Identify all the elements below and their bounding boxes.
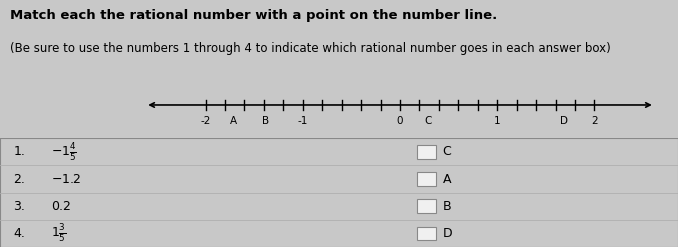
Text: B: B [443, 200, 452, 213]
Text: D: D [561, 116, 568, 126]
Text: $0.2$: $0.2$ [51, 200, 71, 213]
Text: 2.: 2. [14, 173, 26, 185]
Bar [417, 200, 436, 213]
Text: 3.: 3. [14, 200, 26, 213]
Text: 2: 2 [591, 116, 598, 126]
Text: 1.: 1. [14, 145, 26, 158]
Text: $1\frac{3}{5}$: $1\frac{3}{5}$ [51, 223, 66, 244]
Text: Match each the rational number with a point on the number line.: Match each the rational number with a po… [10, 9, 498, 22]
Text: 0: 0 [397, 116, 403, 126]
Text: 1: 1 [494, 116, 500, 126]
Text: A: A [443, 173, 452, 185]
Text: $-1\frac{4}{5}$: $-1\frac{4}{5}$ [51, 141, 77, 163]
Text: B: B [262, 116, 269, 126]
Bar [417, 227, 436, 240]
Text: C: C [443, 145, 452, 158]
Text: -1: -1 [298, 116, 308, 126]
Text: (Be sure to use the numbers 1 through 4 to indicate which rational number goes i: (Be sure to use the numbers 1 through 4 … [10, 42, 611, 55]
Text: D: D [443, 227, 452, 240]
Bar [417, 145, 436, 159]
Text: -2: -2 [201, 116, 211, 126]
Text: A: A [230, 116, 237, 126]
Text: 4.: 4. [14, 227, 26, 240]
Text: $-1.2$: $-1.2$ [51, 173, 81, 185]
Bar [417, 172, 436, 186]
Text: C: C [424, 116, 432, 126]
